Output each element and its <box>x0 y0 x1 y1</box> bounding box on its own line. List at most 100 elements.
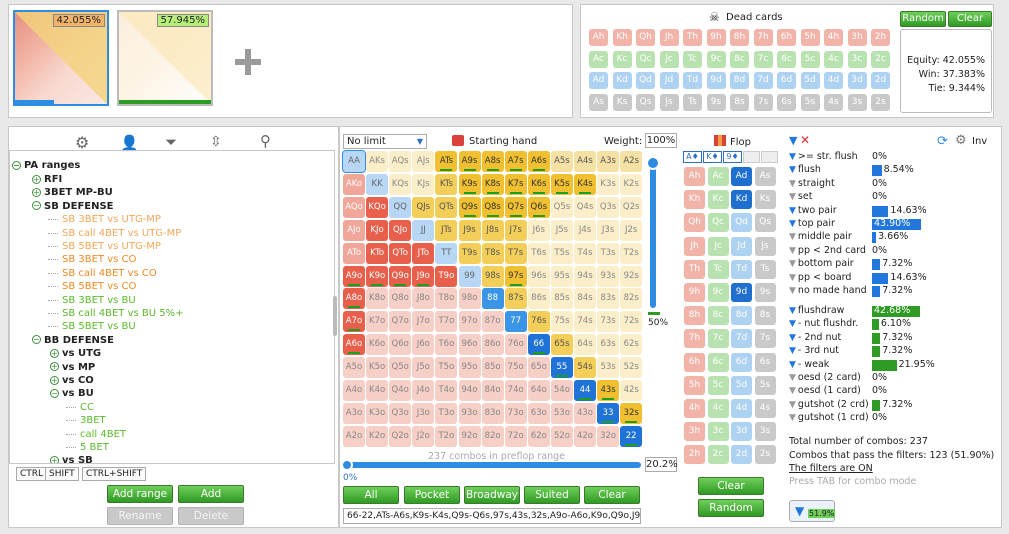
stat-rows-4[interactable]: ▼ two pair <box>789 205 837 217</box>
stat-draws-6[interactable]: ▼ oesd (1 card) <box>789 385 861 397</box>
hand-cell-99[interactable]: 99 <box>458 265 481 287</box>
hand-cell-87o[interactable]: 87o <box>481 311 504 333</box>
flop-clear-button[interactable]: Clear <box>698 477 764 495</box>
tree-scrollbar[interactable] <box>333 296 337 336</box>
dead-card-7s[interactable]: 7s <box>753 93 773 111</box>
hand-cell-75o[interactable]: 75o <box>504 357 527 379</box>
hand-cell-66[interactable]: 66 <box>527 334 550 356</box>
hand-cell-74s[interactable]: 74s <box>574 311 596 333</box>
hand-cell-A9o[interactable]: A9o <box>343 265 365 287</box>
dead-card-9s[interactable]: 9s <box>706 93 726 111</box>
weight-input[interactable]: 100% <box>645 133 677 148</box>
filter-toggle-icon[interactable]: ▼ <box>789 386 796 397</box>
tree-item[interactable]: SB 3BET vs BU <box>62 294 136 307</box>
hand-cell-T7s[interactable]: T7s <box>504 242 527 264</box>
hand-cell-64s[interactable]: 64s <box>574 334 596 356</box>
hand-cell-A5o[interactable]: A5o <box>343 357 365 379</box>
hand-cell-K4o[interactable]: K4o <box>366 380 389 401</box>
hand-cell-42o[interactable]: 42o <box>574 425 596 447</box>
stat-draws-8[interactable]: ▼ gutshot (1 crd) <box>789 412 869 424</box>
hand-cell-Q2o[interactable]: Q2o <box>389 425 412 447</box>
hand-cell-AQs[interactable]: AQs <box>389 151 412 172</box>
dead-card-5s[interactable]: 5s <box>800 93 820 111</box>
stat-rows-9[interactable]: ▼ pp < board <box>789 272 851 284</box>
hand-cell-T9o[interactable]: T9o <box>435 265 458 287</box>
grid-clear-button[interactable]: Clear <box>584 486 640 504</box>
flop-card-Ac[interactable]: Ac <box>707 167 729 186</box>
flop-card-Tc[interactable]: Tc <box>707 259 729 279</box>
flop-card-5s[interactable]: 5s <box>754 375 776 395</box>
hand-cell-ATo[interactable]: ATo <box>343 242 365 264</box>
dead-card-6c[interactable]: 6c <box>777 50 796 68</box>
hand-cell-QTo[interactable]: QTo <box>389 242 412 264</box>
range-thumb-1[interactable]: 42.055% <box>13 10 109 106</box>
hand-cell-85o[interactable]: 85o <box>481 357 504 379</box>
hand-cell-54s[interactable]: 54s <box>574 357 596 379</box>
dead-card-4c[interactable]: 4c <box>824 50 843 68</box>
hand-cell-J4s[interactable]: J4s <box>574 219 596 241</box>
hand-cell-62s[interactable]: 62s <box>620 334 643 356</box>
hand-cell-A8o[interactable]: A8o <box>343 288 365 310</box>
hand-cell-A5s[interactable]: A5s <box>550 151 573 172</box>
filter-toggle-icon[interactable]: ▼ <box>789 306 796 316</box>
dead-card-2c[interactable]: 2c <box>871 50 890 68</box>
flop-card-Jh[interactable]: Jh <box>684 236 705 256</box>
hand-cell-82s[interactable]: 82s <box>620 288 643 310</box>
flop-card-Jc[interactable]: Jc <box>707 236 729 256</box>
hand-cell-J9o[interactable]: J9o <box>412 265 435 287</box>
hand-cell-QTs[interactable]: QTs <box>435 196 458 218</box>
filter-toggle-icon[interactable]: ▼ <box>789 219 796 229</box>
hand-cell-K3o[interactable]: K3o <box>366 402 389 424</box>
flop-card-9s[interactable]: 9s <box>754 283 776 302</box>
settings-gear-icon[interactable]: ⚙ <box>75 133 90 152</box>
hand-cell-84s[interactable]: 84s <box>574 288 596 310</box>
hand-cell-J7s[interactable]: J7s <box>504 219 527 241</box>
flop-card-2c[interactable]: 2c <box>707 445 729 465</box>
hand-cell-TT[interactable]: TT <box>435 242 458 264</box>
flop-card-3d[interactable]: 3d <box>731 422 752 442</box>
tree-item[interactable]: − BB DEFENSE <box>32 334 114 347</box>
clear-filter-icon[interactable]: ✕ <box>800 133 811 147</box>
tree-item[interactable]: SB 5BET vs CO <box>62 280 136 293</box>
dead-card-8c[interactable]: 8c <box>730 50 749 68</box>
hand-cell-97s[interactable]: 97s <box>504 265 527 287</box>
dead-card-Kh[interactable]: Kh <box>612 29 632 46</box>
hand-cell-83o[interactable]: 83o <box>481 402 504 424</box>
hand-cell-65s[interactable]: 65s <box>550 334 573 356</box>
filter-toggle-icon[interactable]: ▼ <box>789 192 796 203</box>
hand-cell-77[interactable]: 77 <box>504 311 527 333</box>
filter-toggle-icon[interactable]: ▼ <box>789 359 796 370</box>
hand-cell-Q4o[interactable]: Q4o <box>389 380 412 401</box>
flop-card-2h[interactable]: 2h <box>684 445 705 465</box>
hand-cell-72s[interactable]: 72s <box>620 311 643 333</box>
hand-cell-44[interactable]: 44 <box>574 380 596 401</box>
hand-cell-J6o[interactable]: J6o <box>412 334 435 356</box>
filter-toggle-icon[interactable]: ▼ <box>789 332 796 343</box>
flop-card-Kh[interactable]: Kh <box>684 190 705 210</box>
dead-card-8s[interactable]: 8s <box>730 93 749 111</box>
expand-icon[interactable]: + <box>32 174 41 184</box>
hand-cell-J9s[interactable]: J9s <box>458 219 481 241</box>
flop-card-9c[interactable]: 9c <box>707 283 729 302</box>
hand-cell-63o[interactable]: 63o <box>527 402 550 424</box>
expand-icon[interactable]: + <box>50 362 59 372</box>
hand-cell-T3s[interactable]: T3s <box>597 242 620 264</box>
hand-cell-K4s[interactable]: K4s <box>574 173 596 195</box>
tree-item[interactable]: − vs BU <box>50 387 94 400</box>
dead-card-3d[interactable]: 3d <box>847 72 867 89</box>
hand-cell-AKo[interactable]: AKo <box>343 173 365 195</box>
hand-cell-84o[interactable]: 84o <box>481 380 504 401</box>
hand-cell-A8s[interactable]: A8s <box>481 151 504 172</box>
dead-card-5d[interactable]: 5d <box>800 72 820 89</box>
flop-card-6h[interactable]: 6h <box>684 352 705 372</box>
flop-card-Td[interactable]: Td <box>731 259 752 279</box>
limit-select[interactable]: No limit ▼ <box>343 134 427 149</box>
hand-cell-65o[interactable]: 65o <box>527 357 550 379</box>
dead-card-Td[interactable]: Td <box>683 72 702 89</box>
hand-cell-Q8s[interactable]: Q8s <box>481 196 504 218</box>
collapse-icon[interactable]: − <box>50 388 59 398</box>
hand-cell-T4o[interactable]: T4o <box>435 380 458 401</box>
flop-card-6c[interactable]: 6c <box>707 352 729 372</box>
hand-cell-KK[interactable]: KK <box>366 173 389 195</box>
dead-card-6s[interactable]: 6s <box>777 93 796 111</box>
